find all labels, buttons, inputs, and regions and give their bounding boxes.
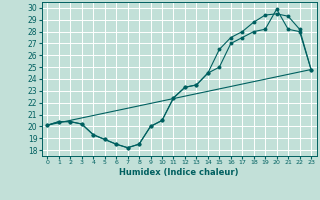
X-axis label: Humidex (Indice chaleur): Humidex (Indice chaleur) — [119, 168, 239, 177]
